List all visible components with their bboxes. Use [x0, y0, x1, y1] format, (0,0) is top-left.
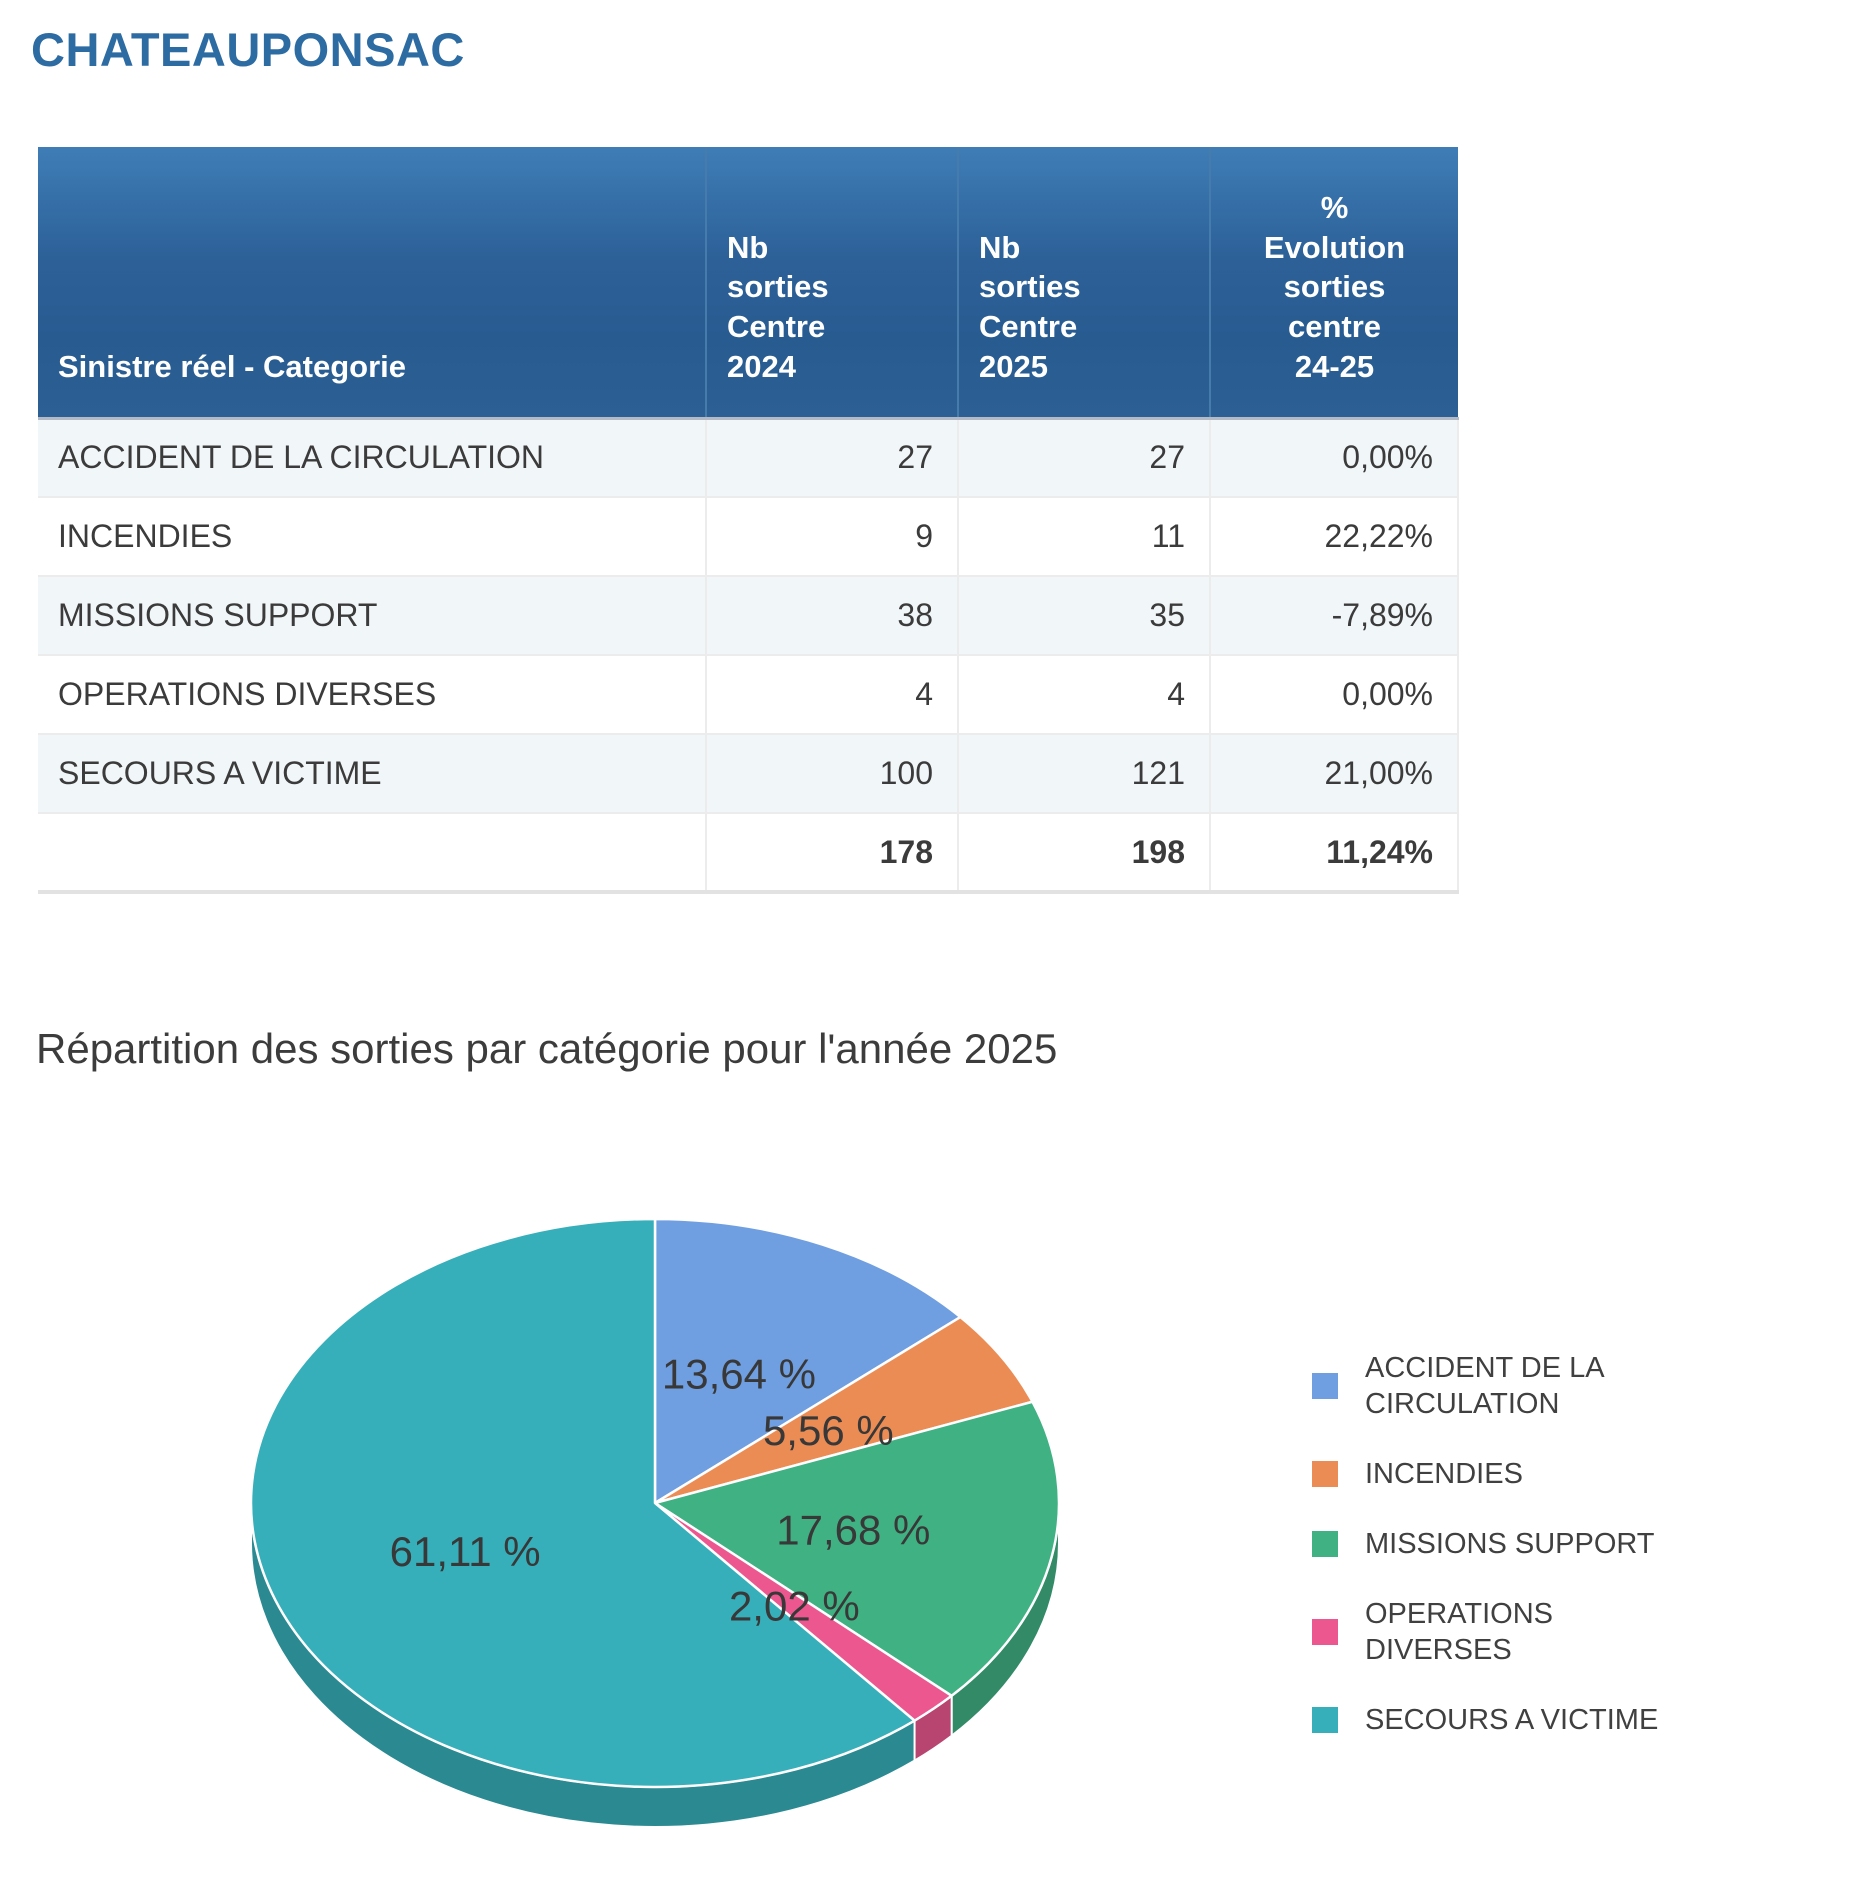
legend-label: INCENDIES: [1365, 1458, 1523, 1490]
sorties-2025-cell: 35: [957, 576, 1210, 656]
category-cell: SECOURS A VICTIME: [38, 734, 706, 814]
chart-legend: ACCIDENT DE LA CIRCULATION INCENDIES MISSI…: [1312, 1350, 1695, 1738]
evolution-cell: 22,22%: [1209, 497, 1459, 577]
legend-item-2: MISSIONS SUPPORT: [1312, 1526, 1695, 1562]
sorties-2024-cell: 38: [705, 576, 958, 656]
evolution-cell: 0,00%: [1209, 418, 1459, 498]
legend-item-0: ACCIDENT DE LA CIRCULATION: [1312, 1350, 1695, 1422]
pie-slice-1: [653, 1315, 1034, 1505]
evolution-cell: 11,24%: [1209, 813, 1459, 894]
pie-chart: 13,64 % 5,56 % 17,68 % 2,02 % 61,11 %: [249, 1217, 1061, 1828]
sorties-2025-cell: 11: [957, 497, 1210, 577]
category-cell: ACCIDENT DE LA CIRCULATION: [38, 418, 706, 498]
table-row-4: SECOURS A VICTIME 100 121 21,00%: [38, 734, 1459, 814]
chart-title: Répartition des sorties par catégorie po…: [36, 1025, 1058, 1072]
evolution-cell: 0,00%: [1209, 655, 1459, 735]
evolution-cell: -7,89%: [1209, 576, 1459, 656]
pie-slice-2: [653, 1400, 1061, 1698]
legend-label: SECOURS A VICTIME: [1365, 1704, 1659, 1736]
pie-slice-label-3: 2,02 %: [729, 1583, 860, 1630]
legend-swatch-icon: [1312, 1619, 1338, 1645]
page-title: CHATEAUPONSAC: [31, 23, 465, 76]
table-header-row: Sinistre réel - Categorie Nb sorties Cen…: [38, 147, 1458, 420]
sorties-2025-cell: 198: [957, 813, 1210, 894]
sorties-2024-cell: 4: [705, 655, 958, 735]
category-cell: OPERATIONS DIVERSES: [38, 655, 706, 735]
legend-swatch-icon: [1312, 1531, 1338, 1557]
legend-item-1: INCENDIES: [1312, 1456, 1695, 1492]
legend-item-4: SECOURS A VICTIME: [1312, 1702, 1695, 1738]
category-cell: [38, 813, 706, 894]
sorties-2024-cell: 100: [705, 734, 958, 814]
table-body: ACCIDENT DE LA CIRCULATION 27 27 0,00% INCEN…: [38, 418, 1459, 894]
legend-item-3: OPERATIONS DIVERSES: [1312, 1596, 1695, 1668]
table-row-2: MISSIONS SUPPORT 38 35 -7,89%: [38, 576, 1459, 656]
table-row-3: OPERATIONS DIVERSES 4 4 0,00%: [38, 655, 1459, 735]
sorties-2025-cell: 121: [957, 734, 1210, 814]
sorties-2025-cell: 4: [957, 655, 1210, 735]
legend-label: MISSIONS SUPPORT: [1365, 1528, 1655, 1560]
legend-swatch-icon: [1312, 1461, 1338, 1487]
col-header-evolution: % Evolution sorties centre 24-25: [1209, 147, 1458, 420]
category-cell: MISSIONS SUPPORT: [38, 576, 706, 656]
legend-label: ACCIDENT DE LA CIRCULATION: [1365, 1352, 1603, 1420]
sorties-2024-cell: 178: [705, 813, 958, 894]
legend-label: OPERATIONS DIVERSES: [1365, 1598, 1553, 1666]
legend-swatch-icon: [1312, 1373, 1338, 1399]
sorties-2024-cell: 9: [705, 497, 958, 577]
col-header-sorties-2024: Nb sorties Centre 2024: [705, 147, 958, 420]
table-row-total: 178 198 11,24%: [38, 813, 1459, 894]
pie-slice-4: [249, 1217, 916, 1789]
table-row-1: INCENDIES 9 11 22,22%: [38, 497, 1459, 577]
sorties-2024-cell: 27: [705, 418, 958, 498]
pie-slice-label-4: 61,11 %: [390, 1528, 541, 1575]
col-header-category: Sinistre réel - Categorie: [38, 147, 706, 420]
sorties-2025-cell: 27: [957, 418, 1210, 498]
pie-slice-label-0: 13,64 %: [662, 1351, 816, 1398]
pie-slice-label-2: 17,68 %: [776, 1507, 930, 1554]
stats-table: Sinistre réel - Categorie Nb sorties Cen…: [38, 147, 1459, 894]
legend-swatch-icon: [1312, 1707, 1338, 1733]
pie-slice-label-1: 5,56 %: [763, 1407, 894, 1454]
col-header-sorties-2025: Nb sorties Centre 2025: [957, 147, 1210, 420]
evolution-cell: 21,00%: [1209, 734, 1459, 814]
pie-slice-0: [653, 1217, 962, 1505]
table-row-0: ACCIDENT DE LA CIRCULATION 27 27 0,00%: [38, 418, 1459, 498]
category-cell: INCENDIES: [38, 497, 706, 577]
